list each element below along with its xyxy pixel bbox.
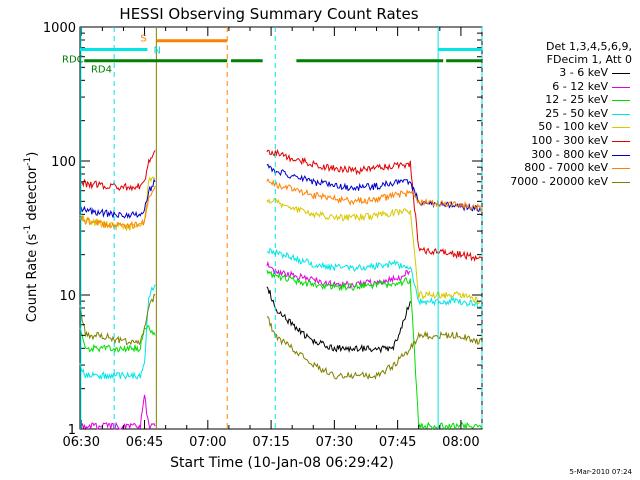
y-tick-label: 1000 [43,21,76,36]
legend-swatch [612,86,630,88]
annotations: SN RDC RD4 [62,27,483,429]
x-tick-label: 06:30 [63,435,100,450]
night-label: N [153,45,160,56]
plot-frame [79,26,483,430]
chart-title: HESSI Observing Summary Count Rates [119,5,418,23]
legend-swatch [612,73,630,74]
x-axis-label: Start Time (10-Jan-08 06:29:42) [170,455,394,471]
y-label-exp2: -1 [23,157,33,166]
legend-entry-label: 300 - 800 keV [531,147,608,161]
legend-swatch [612,100,630,102]
rd4-label: RD4 [91,65,112,76]
legend-entry: 6 - 12 keV [480,80,632,94]
legend-entry: 12 - 25 keV [480,93,632,107]
footer-timestamp: 5-Mar-2010 07:24 [569,468,632,476]
x-tick-label: 08:00 [442,435,479,450]
series-line [81,260,411,431]
y-tick-label: 1 [68,423,76,438]
y-label-mid: detector [25,165,40,225]
legend-swatch [612,140,630,142]
legend-entry: 100 - 300 keV [480,134,632,148]
legend: Det 1,3,4,5,6,9, FDecim 1, Att 0 3 - 6 k… [480,40,632,188]
x-axis: 06:30 06:45 07:00 07:15 07:30 07:45 08:00 [63,27,483,450]
legend-entry-label: 25 - 50 keV [545,106,608,120]
legend-swatch [612,113,630,115]
legend-entry: 300 - 800 keV [480,148,632,162]
y-axis: 1 10 100 1000 [43,21,482,438]
legend-entry: 800 - 7000 keV [480,161,632,175]
legend-entry: 50 - 100 keV [480,120,632,134]
legend-entry: 3 - 6 keV [480,66,632,80]
y-label-end: ) [25,152,40,157]
y-axis-label: Count Rate (s-1 detector-1) [23,152,40,323]
x-tick-label: 07:00 [189,435,226,450]
legend-swatch [612,127,630,129]
series-line [79,293,483,381]
series-line [79,247,483,380]
legend-entry-label: 7000 - 20000 keV [510,174,608,188]
y-tick-label: 10 [59,289,76,304]
y-label-base: Count Rate (s [25,234,40,323]
legend-entry-label: 12 - 25 keV [545,93,608,107]
legend-entry-label: 100 - 300 keV [531,133,608,147]
legend-entry: 7000 - 20000 keV [480,175,632,189]
legend-entry-label: 800 - 7000 keV [524,161,608,175]
x-tick-label: 07:15 [252,435,289,450]
legend-rows: 3 - 6 keV 6 - 12 keV 12 - 25 keV 25 - 50 ke… [480,66,632,188]
legend-entry-label: 50 - 100 keV [538,120,608,134]
legend-swatch [612,168,630,170]
series-line [79,176,483,305]
series-line [79,148,483,262]
series-line [79,177,483,230]
legend-entry: 25 - 50 keV [480,107,632,121]
rdc-label: RDC [62,55,84,66]
legend-entry-label: 3 - 6 keV [559,66,608,79]
series-line [79,163,483,219]
y-tick-label: 100 [51,155,76,170]
series-line [266,286,411,354]
saa-label: S [140,34,146,45]
legend-swatch [612,154,630,156]
legend-header-line-1: Det 1,3,4,5,6,9, [545,40,632,53]
x-tick-label: 06:45 [126,435,163,450]
x-tick-label: 07:30 [316,435,353,450]
series-lines [79,148,483,431]
legend-header-line-2: FDecim 1, Att 0 [546,53,632,66]
x-tick-label: 07:45 [379,435,416,450]
y-label-exp1: -1 [23,225,33,234]
legend-swatch [612,181,630,183]
legend-entry-label: 6 - 12 keV [552,79,608,93]
series-line [79,269,483,431]
